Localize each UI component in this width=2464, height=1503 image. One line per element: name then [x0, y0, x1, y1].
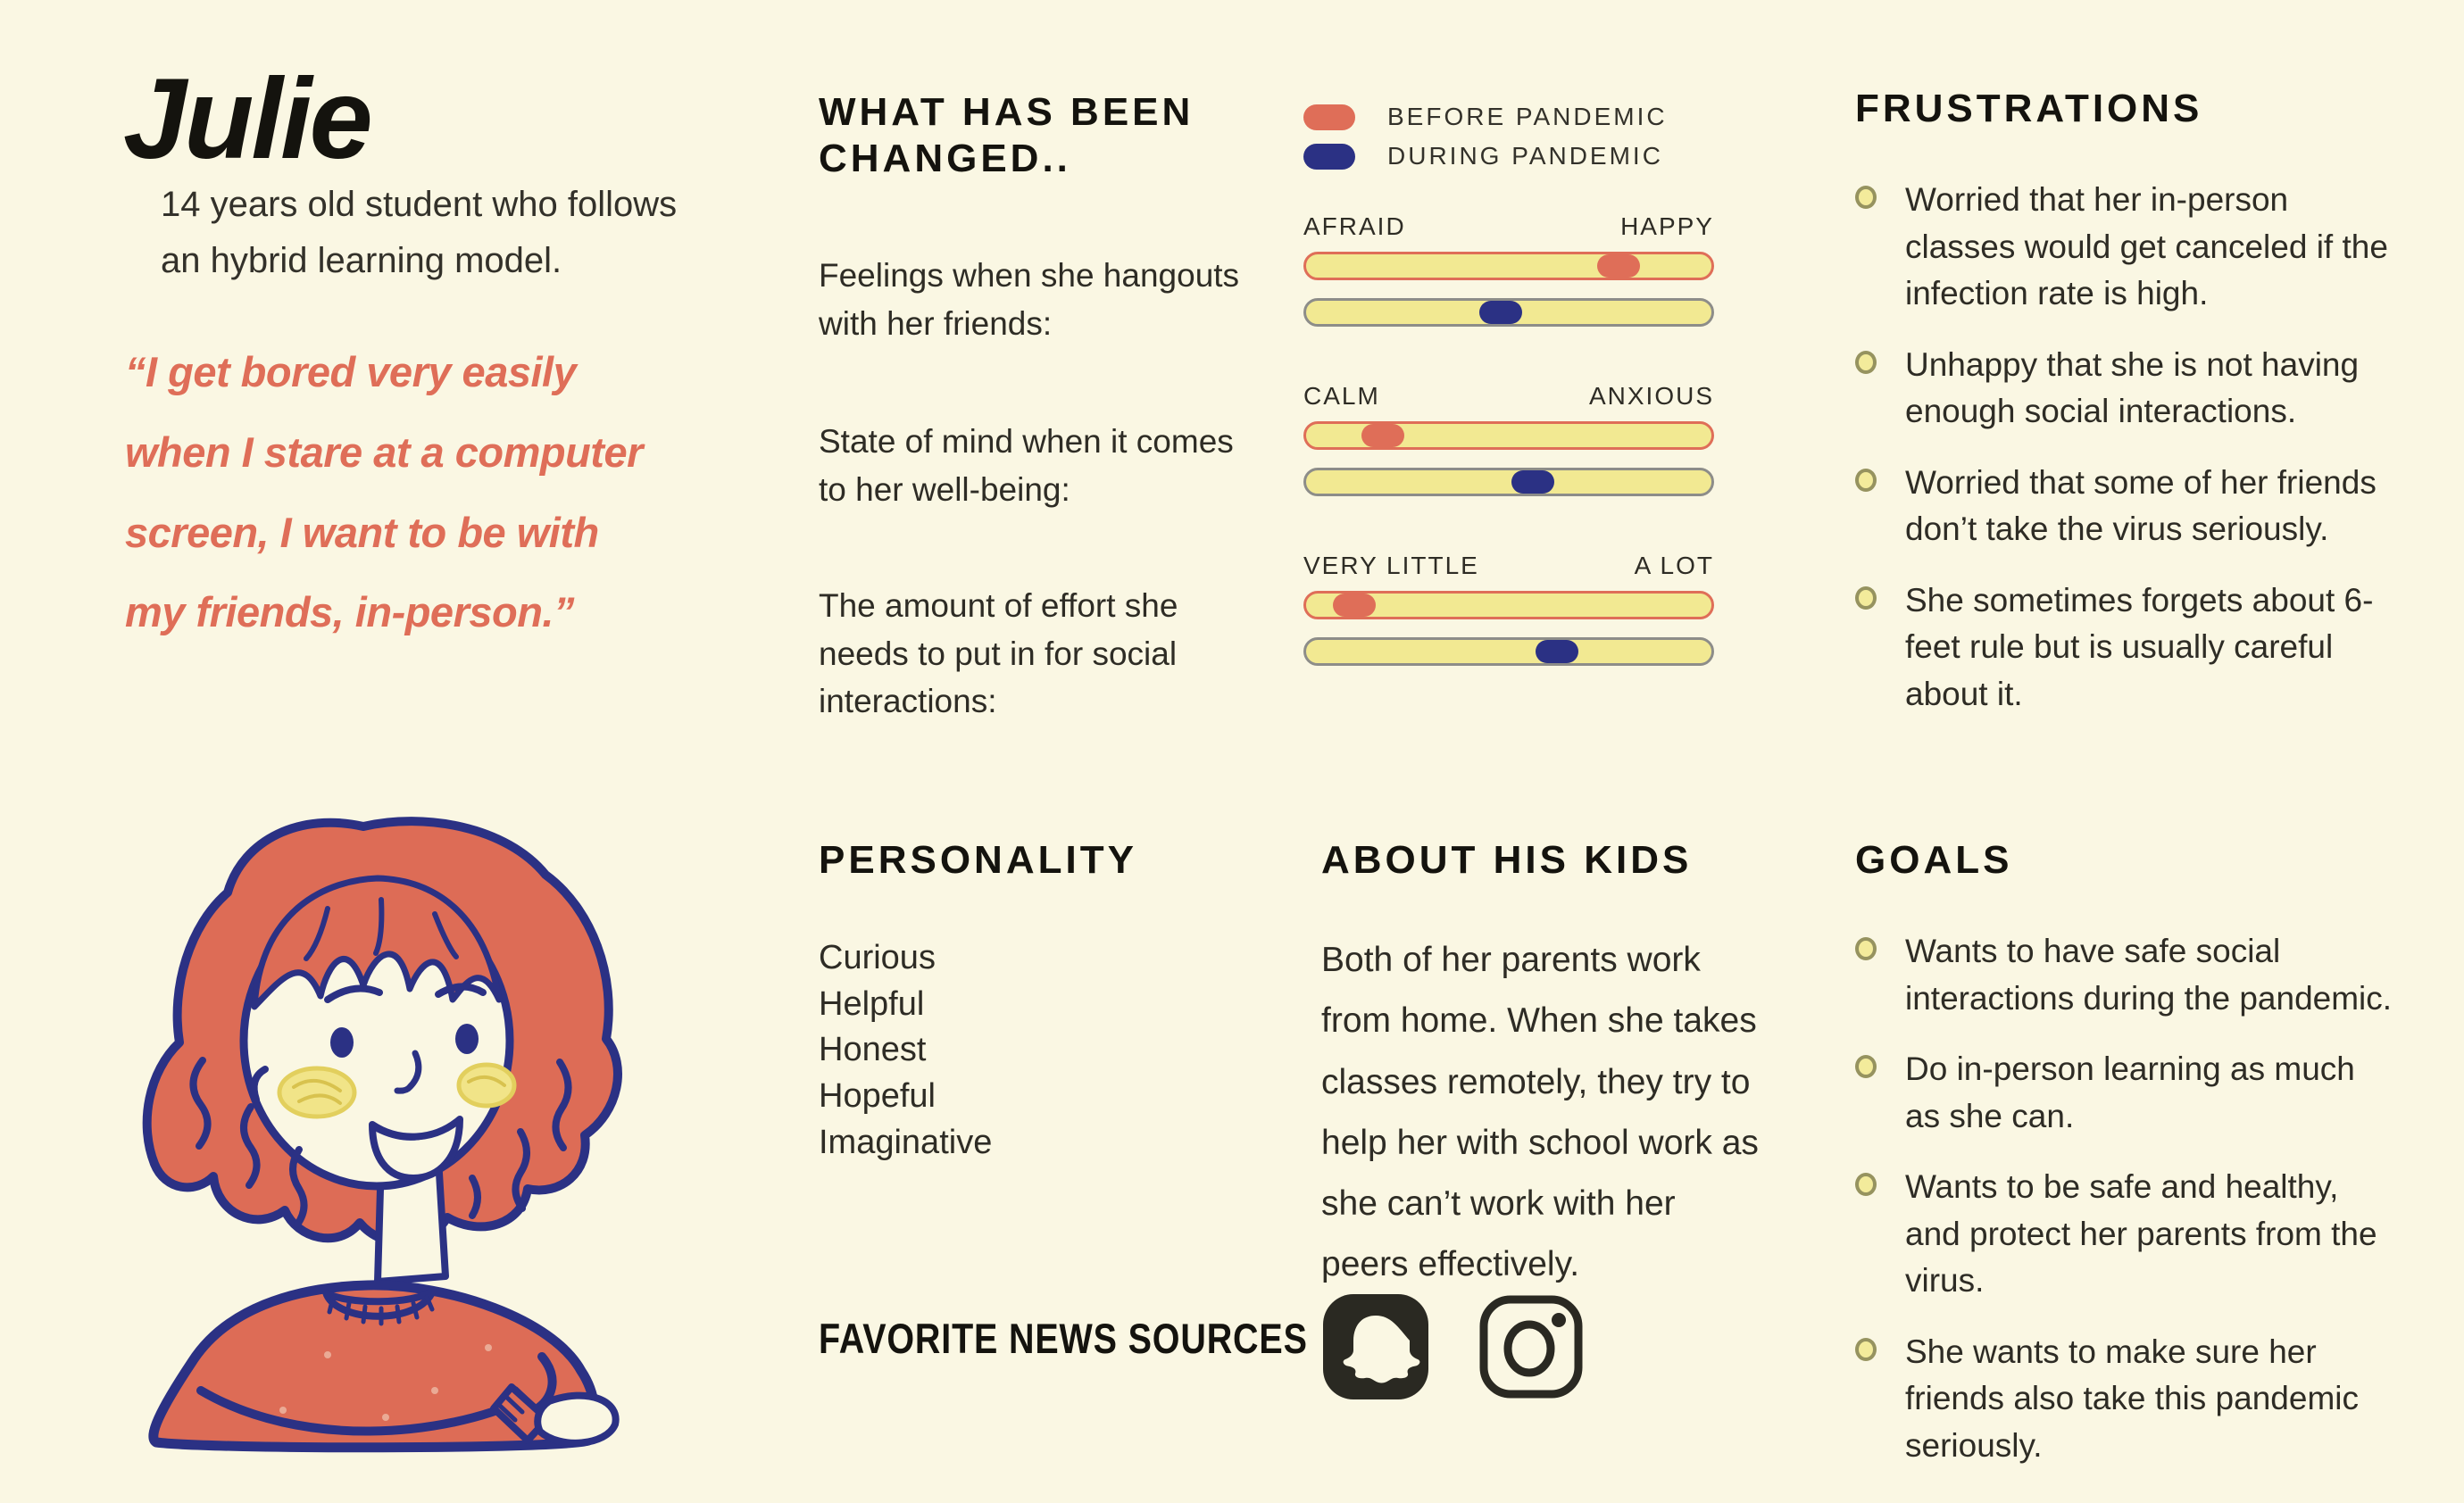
trait-list: Curious Helpful Honest Hopeful Imaginati…: [819, 935, 992, 1166]
slider-row-label: The amount of effort she needs to put in…: [819, 587, 1178, 720]
list-item: Worried that her in-person classes would…: [1855, 177, 2400, 318]
scale-right-label: ANXIOUS: [1588, 382, 1714, 410]
bullet-icon: [1855, 350, 1877, 374]
bullet-icon: [1855, 1055, 1877, 1079]
snapchat-icon: [1323, 1294, 1428, 1399]
trait-item: Honest: [819, 1031, 927, 1069]
persona-description: 14 years old student who follows an hybr…: [161, 185, 678, 281]
list-item-text: She wants to make sure her friends also …: [1905, 1333, 2359, 1464]
trait-item: Hopeful: [819, 1077, 936, 1116]
list-item-text: Wants to be safe and healthy, and protec…: [1905, 1168, 2377, 1300]
list-item: Wants to have safe social interactions d…: [1855, 928, 2400, 1022]
slider-row-label: State of mind when it comes to her well-…: [819, 423, 1234, 508]
trait-item: Curious: [819, 939, 936, 976]
list-item: She sometimes forgets about 6-feet rule …: [1855, 577, 2400, 718]
section-title-goals: GOALS: [1855, 838, 2013, 882]
slider-legend: BEFORE PANDEMIC DURING PANDEMIC: [1303, 103, 1668, 182]
section-title-personality: PERSONALITY: [819, 838, 1137, 882]
scale-left-label: AFRAID: [1303, 212, 1406, 240]
slider-track-during[interactable]: [1303, 468, 1714, 496]
goals-list: Wants to have safe social interactions d…: [1855, 928, 2400, 1469]
section-title-news: FAVORITE NEWS SOURCES: [819, 1315, 1308, 1362]
slider-handle-during[interactable]: [1536, 640, 1579, 663]
list-item-text: Do in-person learning as much as she can…: [1905, 1050, 2355, 1134]
list-item-text: Unhappy that she is not having enough so…: [1905, 345, 2360, 430]
list-item-text: Wants to have safe social interactions d…: [1905, 933, 2393, 1017]
slider-track-during[interactable]: [1303, 637, 1714, 666]
persona-name: Julie: [123, 55, 373, 183]
section-title-about: ABOUT HIS KIDS: [1321, 838, 1693, 882]
slider-handle-before[interactable]: [1333, 594, 1377, 617]
persona-portrait: [55, 775, 671, 1480]
section-title-frustrations: FRUSTRATIONS: [1855, 87, 2203, 130]
about-text: Both of her parents work from home. When…: [1321, 941, 1759, 1284]
slider-effort: VERY LITTLE A LOT: [1303, 552, 1714, 666]
list-item: Wants to be safe and healthy, and protec…: [1855, 1164, 2400, 1305]
slider-handle-before[interactable]: [1596, 254, 1640, 278]
scale-right-label: A LOT: [1634, 552, 1714, 579]
slider-track-before[interactable]: [1303, 591, 1714, 619]
trait-item: Imaginative: [819, 1123, 993, 1161]
list-item-text: She sometimes forgets about 6-feet rule …: [1905, 581, 2374, 712]
legend-during-label: DURING PANDEMIC: [1387, 142, 1663, 170]
bullet-icon: [1855, 937, 1877, 960]
girl-illustration-icon: [142, 817, 622, 1453]
frustrations-list: Worried that her in-person classes would…: [1855, 177, 2400, 718]
legend-during-pill: [1303, 143, 1355, 170]
list-item: Do in-person learning as much as she can…: [1855, 1046, 2400, 1140]
news-source-icons: [1321, 1292, 1586, 1401]
list-item: She wants to make sure her friends also …: [1855, 1329, 2400, 1470]
instagram-icon: [1479, 1295, 1583, 1399]
trait-item: Helpful: [819, 984, 925, 1023]
bullet-icon: [1855, 1337, 1877, 1361]
legend-before-label: BEFORE PANDEMIC: [1387, 103, 1668, 130]
slider-row-label: Feelings when she hangouts with her frie…: [819, 257, 1240, 342]
persona-quote: “I get bored very easily when I stare at…: [125, 348, 643, 636]
bullet-icon: [1855, 186, 1877, 209]
scale-right-label: HAPPY: [1620, 212, 1714, 240]
scale-left-label: VERY LITTLE: [1303, 552, 1479, 579]
bullet-icon: [1855, 1173, 1877, 1197]
slider-handle-during[interactable]: [1511, 470, 1555, 494]
slider-track-during[interactable]: [1303, 298, 1714, 327]
slider-track-before[interactable]: [1303, 421, 1714, 450]
bullet-icon: [1855, 468, 1877, 492]
list-item: Unhappy that she is not having enough so…: [1855, 342, 2400, 436]
slider-track-before[interactable]: [1303, 252, 1714, 280]
slider-calm-anxious: CALM ANXIOUS: [1303, 382, 1714, 496]
list-item-text: Worried that some of her friends don’t t…: [1905, 463, 2377, 548]
scale-left-label: CALM: [1303, 382, 1380, 410]
bullet-icon: [1855, 585, 1877, 610]
section-title-changed: WHAT HAS BEEN CHANGED..: [819, 90, 1195, 180]
slider-handle-before[interactable]: [1361, 424, 1405, 447]
cheek-scribbles: [277, 1062, 517, 1119]
slider-afraid-happy: AFRAID HAPPY: [1303, 212, 1714, 327]
list-item: Worried that some of her friends don’t t…: [1855, 460, 2400, 553]
legend-before-pill: [1303, 104, 1355, 130]
list-item-text: Worried that her in-person classes would…: [1905, 181, 2388, 312]
slider-handle-during[interactable]: [1478, 301, 1522, 324]
